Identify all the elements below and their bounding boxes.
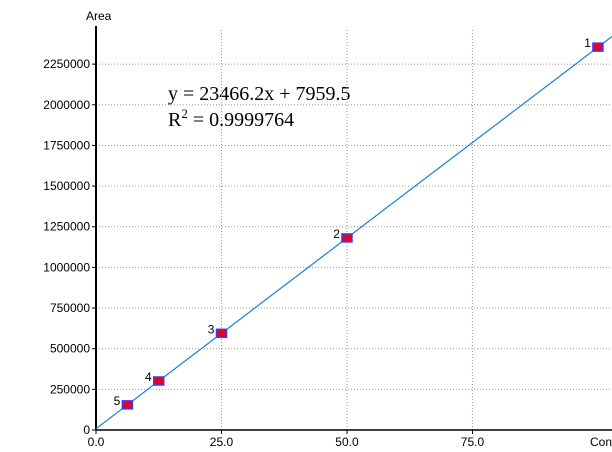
point (121, 400, 134, 410)
point (215, 328, 228, 339)
y-tick-label: 0 (83, 423, 90, 437)
y-tick-label: 1750000 (43, 138, 90, 152)
y-tick-label: 250000 (50, 382, 90, 396)
fit-line (95, 35, 612, 430)
point (152, 376, 165, 386)
y-tick-label: 2000000 (43, 98, 90, 112)
y-tick-label: 1000000 (43, 260, 90, 274)
point-label: 2 (333, 227, 340, 241)
point-label: 4 (145, 370, 152, 384)
x-tick-label: 50.0 (335, 435, 359, 449)
r-squared-sup: 2 (181, 106, 188, 121)
x-tick-label: 25.0 (210, 435, 234, 449)
equation: y = 23466.2x + 7959.5 (168, 83, 351, 105)
y-tick-label: 750000 (50, 301, 90, 315)
point-label: 5 (114, 394, 121, 408)
point-label: 3 (208, 322, 215, 336)
y-axis-label: Area (86, 9, 112, 23)
point (592, 42, 604, 52)
point-label: 1 (584, 36, 591, 50)
x-axis-label: Conc (590, 435, 612, 449)
r-squared-rest: = 0.9999764 (188, 109, 294, 131)
y-tick-label: 1500000 (43, 179, 90, 193)
y-tick-label: 2250000 (43, 57, 90, 71)
y-tick-label: 1250000 (43, 220, 90, 234)
y-tick-label: 500000 (50, 342, 90, 356)
point (341, 233, 353, 243)
x-tick-label: 75.0 (461, 435, 485, 449)
r-squared-base: R (168, 109, 182, 131)
x-tick-label: 0.0 (88, 435, 105, 449)
r-squared: R2 = 0.9999764 (168, 106, 294, 131)
